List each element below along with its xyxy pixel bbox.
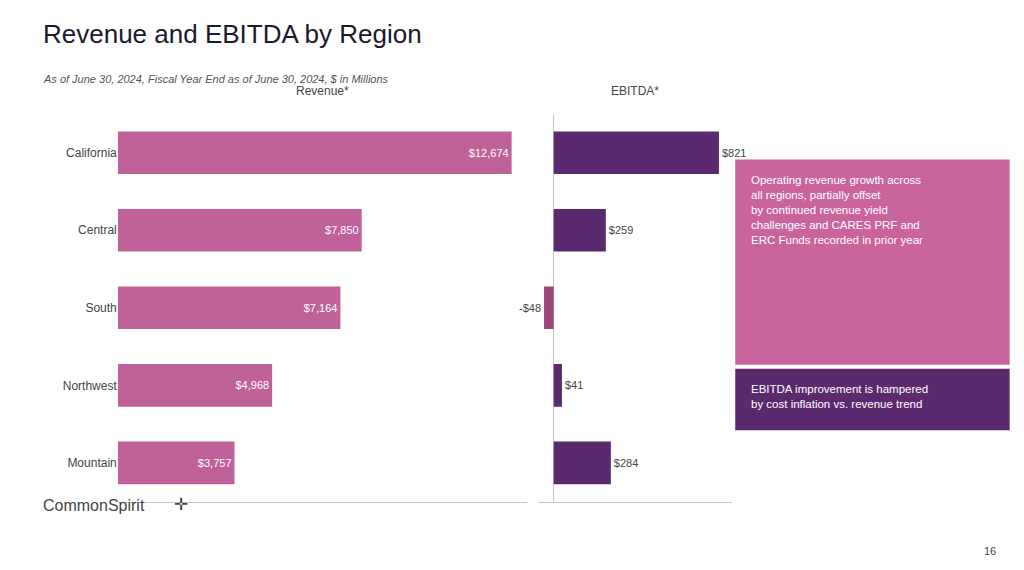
svg-text:$284: $284 [614, 457, 638, 469]
svg-text:EBITDA*: EBITDA* [611, 84, 659, 98]
svg-text:✛: ✛ [174, 495, 188, 514]
svg-text:$259: $259 [609, 224, 633, 236]
svg-text:Mountain: Mountain [67, 456, 116, 470]
svg-text:As of June 30, 2024, Fiscal Ye: As of June 30, 2024, Fiscal Year End as … [43, 73, 389, 85]
svg-text:$4,968: $4,968 [235, 379, 269, 391]
svg-text:Revenue*: Revenue* [296, 84, 349, 98]
svg-text:$3,757: $3,757 [198, 457, 232, 469]
svg-text:Central: Central [78, 223, 117, 237]
svg-text:Northwest: Northwest [63, 379, 118, 393]
svg-text:16: 16 [984, 545, 996, 557]
svg-text:$7,164: $7,164 [304, 302, 338, 314]
svg-text:-$48: -$48 [519, 302, 541, 314]
svg-text:South: South [85, 301, 116, 315]
svg-text:$7,850: $7,850 [325, 224, 359, 236]
svg-text:California: California [66, 146, 117, 160]
svg-text:$821: $821 [722, 147, 746, 159]
svg-text:Operating revenue growth acros: Operating revenue growth acrossall regio… [751, 174, 923, 246]
svg-text:CommonSpirit: CommonSpirit [43, 497, 145, 514]
svg-text:$41: $41 [565, 379, 583, 391]
svg-text:EBITDA improvement is hampered: EBITDA improvement is hamperedby cost in… [751, 383, 928, 410]
svg-text:Revenue and EBITDA by Region: Revenue and EBITDA by Region [43, 19, 422, 49]
svg-text:$12,674: $12,674 [469, 147, 509, 159]
